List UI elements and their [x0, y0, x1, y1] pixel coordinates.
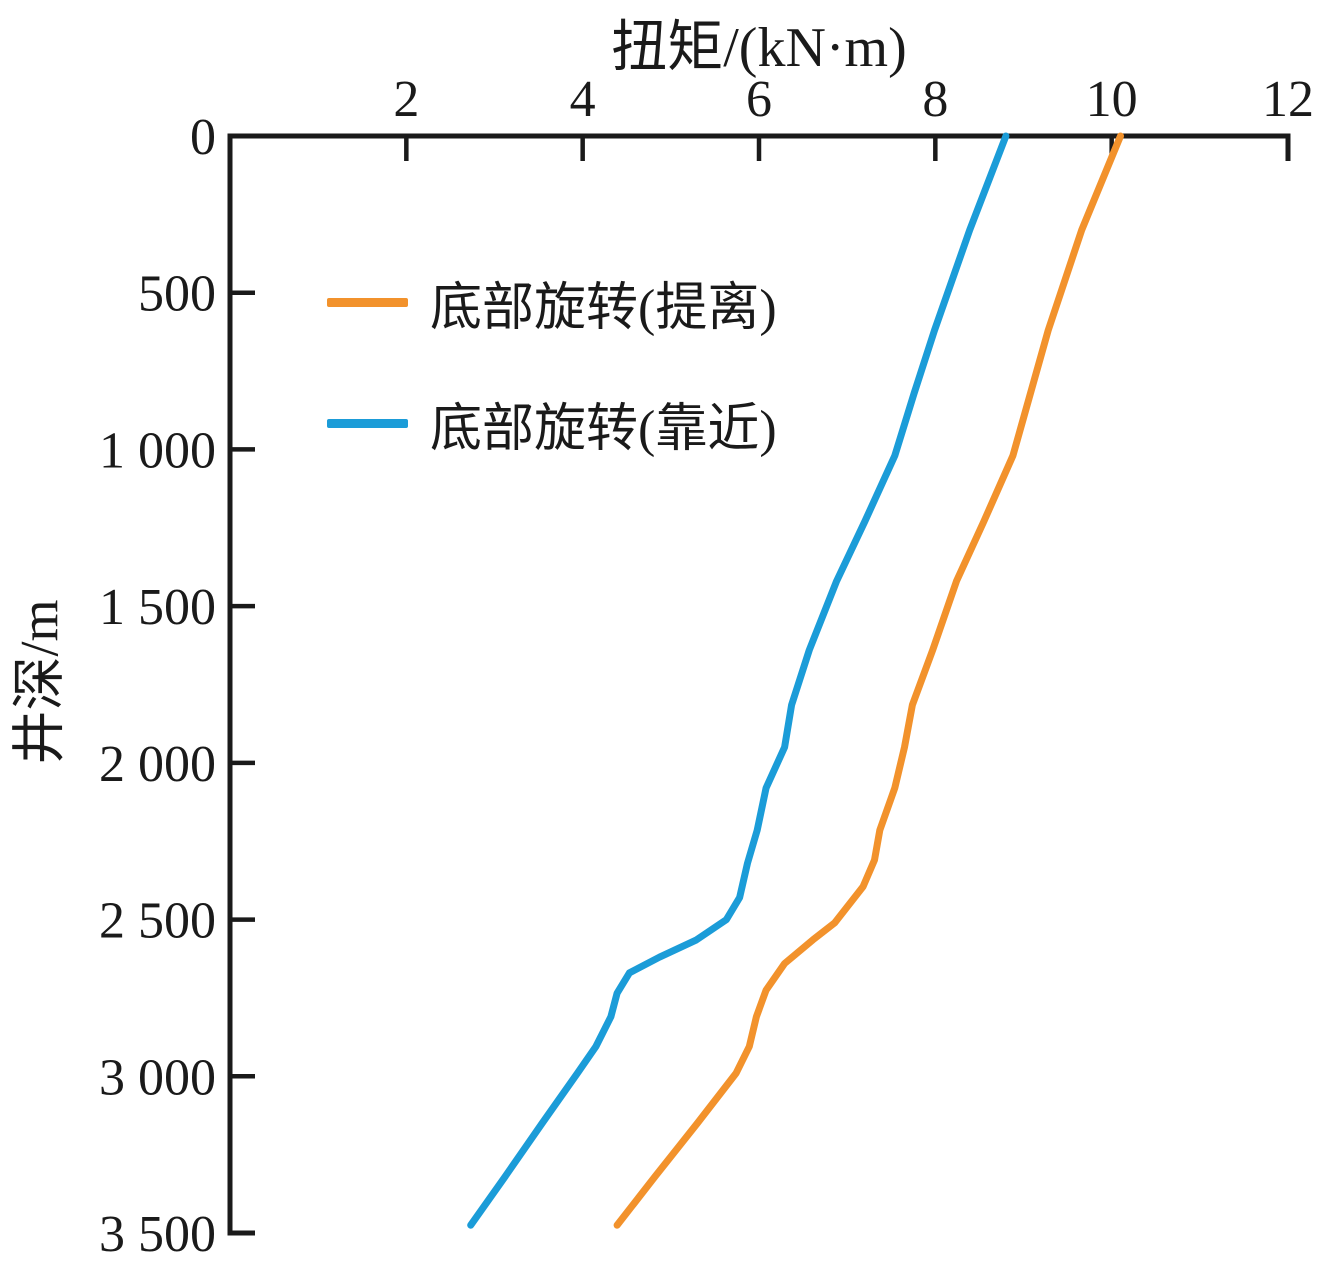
x-tick-label: 4 [570, 71, 596, 128]
legend: 底部旋转(提离) 底部旋转(靠近) [327, 269, 777, 458]
y-tick-label: 2 500 [99, 893, 216, 950]
series-approach-line [467, 132, 1010, 1229]
legend-label-approach: 底部旋转(靠近) [430, 400, 777, 458]
x-axis-title: 扭矩/(kN·m) [611, 17, 907, 79]
x-tick-label: 6 [746, 71, 772, 128]
y-tick-label: 1 500 [99, 579, 216, 636]
y-tick-label: 3 500 [99, 1206, 216, 1263]
y-tick-label: 500 [138, 266, 216, 323]
legend-label-liftoff: 底部旋转(提离) [430, 279, 777, 337]
legend-item-approach: 底部旋转(靠近) [327, 390, 777, 458]
y-tick-label: 2 000 [99, 736, 216, 793]
y-tick-label: 1 000 [99, 422, 216, 479]
series-liftoff-line [613, 132, 1124, 1229]
y-tick-label: 3 000 [99, 1049, 216, 1106]
legend-swatch-approach-line [327, 418, 408, 428]
x-tick-label: 10 [1086, 71, 1138, 128]
y-tick-label: 0 [190, 109, 216, 166]
legend-item-liftoff: 底部旋转(提离) [327, 269, 777, 337]
legend-swatch-liftoff-line [327, 297, 408, 307]
x-tick-label: 2 [393, 71, 419, 128]
x-tick-label: 12 [1262, 71, 1314, 128]
x-tick-label: 8 [922, 71, 948, 128]
